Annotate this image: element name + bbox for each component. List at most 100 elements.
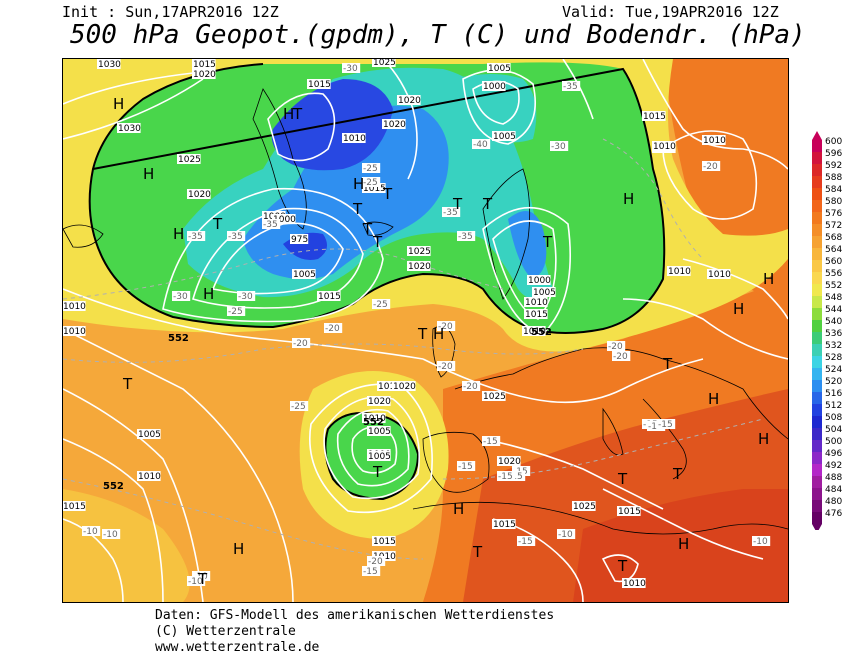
pressure-label-bg <box>524 297 548 307</box>
pressure-label-bg <box>137 471 161 481</box>
pressure-label: 1010 <box>523 327 546 337</box>
legend-swatch <box>812 272 822 284</box>
pressure-label: 1025 <box>483 392 506 402</box>
pressure-label-bg <box>97 59 121 69</box>
legend-label: 512 <box>825 401 842 411</box>
isobar <box>211 222 344 295</box>
legend-swatch <box>812 512 822 524</box>
temperature-label: -25 <box>363 164 378 174</box>
pressure-labels: 1030 101510201025100510001020101510301025… <box>63 59 731 589</box>
high-pressure-marker: H <box>113 95 124 113</box>
legend-swatch <box>812 224 822 236</box>
geopotential-label: 552 <box>363 417 384 428</box>
legend-swatch <box>812 428 822 440</box>
footer-website[interactable]: www.wetterzentrale.de <box>155 640 320 655</box>
temperature-label-bg <box>550 141 569 151</box>
pressure-label: 1025 <box>373 59 396 68</box>
temperature-label-bg <box>237 291 256 301</box>
pressure-label: 1005 <box>138 430 161 440</box>
temperature-label: -10 <box>753 537 768 547</box>
pressure-label-bg <box>667 266 691 276</box>
temperature-label-bg <box>187 231 206 241</box>
low-pressure-marker: T <box>382 185 393 203</box>
pressure-label: 1010 <box>363 414 386 424</box>
temperature-label: -30 <box>173 292 188 302</box>
legend-label: 544 <box>825 305 842 315</box>
pressure-label-bg <box>407 261 431 271</box>
field-red-dark <box>573 489 788 602</box>
legend-label: 496 <box>825 449 842 459</box>
isotherm <box>63 248 504 300</box>
temperature-label-bg <box>437 321 456 331</box>
pressure-label-bg <box>497 456 521 466</box>
legend-label: 580 <box>825 197 842 207</box>
geopotential-labels: 552 552 552 552 <box>103 327 552 492</box>
pressure-label: 1000 <box>528 276 551 286</box>
isobar <box>682 258 788 320</box>
high-pressure-marker: H <box>433 325 444 343</box>
temperature-label-bg <box>292 338 311 348</box>
temperature-labels: -30-35-40-35-30-35 -35-30 -30-35-25-25-20-… <box>82 63 771 587</box>
isobar <box>662 130 758 220</box>
temperature-label: -20 <box>703 162 718 172</box>
temperature-label-bg <box>82 526 101 536</box>
temperature-label: -20 <box>608 342 623 352</box>
temperature-label-bg <box>752 536 771 546</box>
isobar <box>601 554 639 583</box>
temperature-label-bg <box>612 351 631 361</box>
legend-swatch <box>812 380 822 392</box>
legend-label: 584 <box>825 185 842 195</box>
legend-label: 576 <box>825 209 842 219</box>
pressure-label: 1010 <box>653 142 676 152</box>
legend-label: 588 <box>825 173 842 183</box>
temperature-label: -25 <box>373 300 388 310</box>
temperature-label: -30 <box>343 64 358 74</box>
isotherm <box>63 343 584 363</box>
temperature-label: -15 <box>363 567 378 577</box>
legend-swatch <box>812 500 822 512</box>
legend-label: 500 <box>825 437 842 447</box>
legend-swatch <box>812 368 822 380</box>
high-pressure-marker: H <box>758 430 769 448</box>
pressure-label-bg <box>532 287 556 297</box>
pressure-label-bg <box>392 381 416 391</box>
pressure-label: 1000 <box>483 82 506 92</box>
legend-swatch <box>812 140 822 152</box>
geopotential-label: 552 <box>531 327 552 338</box>
pressure-label-bg <box>377 381 401 391</box>
isotherm <box>602 138 704 260</box>
coast-iberia <box>422 431 490 493</box>
field-blue-east <box>508 211 547 279</box>
high-pressure-marker: H <box>173 225 184 243</box>
isobar <box>63 518 124 602</box>
weather-map: 1030 1015 1020 1025 1005 1000 1020 1015 1030 1025… <box>62 58 789 603</box>
legend-label: 476 <box>825 509 842 519</box>
legend-label: 516 <box>825 389 842 399</box>
pressure-label-bg <box>63 301 86 311</box>
isotherm <box>63 478 424 560</box>
legend-swatch <box>812 200 822 212</box>
pressure-label-bg <box>372 59 396 67</box>
isobar <box>482 206 571 335</box>
pressure-label-bg <box>367 396 391 406</box>
legend-label: 564 <box>825 245 842 255</box>
temperature-label-bg <box>102 529 121 539</box>
pressure-label: 1010 <box>623 579 646 589</box>
high-pressure-marker: H <box>143 165 154 183</box>
legend-swatch <box>812 416 822 428</box>
pressure-label: 1025 <box>408 247 431 257</box>
pressure-label: 1015 <box>308 80 331 90</box>
temperature-label-bg <box>227 231 246 241</box>
pressure-label: 1030 <box>98 60 121 70</box>
pressure-label: 1015 <box>363 184 386 194</box>
field-yellow-southwest <box>63 489 190 602</box>
temperature-label: -15 <box>518 537 533 547</box>
temperature-label: -15 <box>508 472 523 482</box>
high-pressure-marker: H <box>623 190 634 208</box>
temperature-label-bg <box>557 529 576 539</box>
pressure-label-bg <box>362 413 386 423</box>
low-pressure-marker: T <box>292 105 303 123</box>
legend-label: 504 <box>825 425 842 435</box>
pressure-label-bg <box>702 135 726 145</box>
temperature-label-bg <box>372 299 391 309</box>
